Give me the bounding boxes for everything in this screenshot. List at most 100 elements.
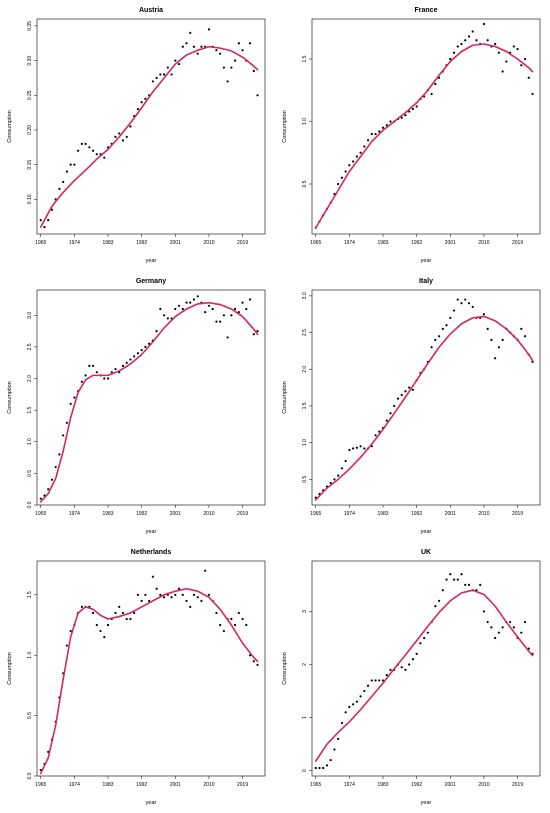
data-point	[366, 139, 370, 142]
data-point	[400, 116, 403, 119]
x-tick-label: 1992	[411, 511, 422, 517]
data-point	[340, 467, 344, 470]
x-tick-label: 2019	[512, 240, 523, 246]
plot-frame	[36, 560, 266, 777]
data-point	[133, 611, 136, 615]
data-point	[129, 358, 132, 361]
data-point	[411, 107, 415, 111]
data-point	[381, 679, 385, 682]
data-point	[370, 679, 373, 682]
data-point	[385, 674, 388, 677]
data-point	[252, 660, 255, 663]
data-point	[355, 446, 358, 449]
y-tick-label: 0.20	[27, 125, 33, 135]
data-point	[467, 35, 471, 38]
data-point	[159, 593, 162, 596]
data-point	[170, 73, 173, 76]
data-point	[359, 445, 362, 448]
data-point	[192, 45, 196, 48]
fitted-curve	[314, 43, 534, 229]
data-point	[91, 149, 95, 152]
data-point	[393, 404, 396, 408]
x-tick-label: 2010	[203, 511, 214, 517]
data-point	[159, 307, 162, 311]
y-tick-label: 3.0	[302, 292, 308, 299]
data-point	[204, 569, 207, 572]
data-point	[363, 447, 366, 450]
y-tick-label: 0	[302, 769, 308, 772]
data-point	[192, 298, 196, 301]
data-point	[366, 684, 370, 687]
y-axis-label: Consumption	[282, 110, 288, 142]
x-tick-label: 1992	[136, 240, 147, 246]
data-point	[155, 76, 158, 80]
data-point	[441, 589, 444, 592]
data-point	[50, 478, 54, 481]
data-point	[58, 453, 61, 456]
data-point	[411, 658, 415, 661]
chart-svg-germany: Germany year Consumption 1965 1974 1983 1992 20…	[7, 278, 266, 535]
data-point	[39, 497, 42, 500]
data-point	[471, 30, 474, 33]
data-point	[148, 599, 151, 602]
x-axis-label: year	[421, 800, 432, 806]
y-tick-label: 0.25	[27, 90, 33, 100]
data-point	[348, 705, 351, 709]
x-tick-label: 2001	[445, 240, 456, 246]
data-point	[189, 605, 192, 608]
data-point	[486, 620, 489, 624]
data-point	[378, 430, 381, 433]
data-point	[494, 636, 497, 640]
x-axis-label: year	[421, 258, 432, 264]
data-point	[230, 617, 233, 621]
data-point	[505, 60, 508, 63]
data-point	[512, 626, 515, 629]
x-tick-label: 1974	[69, 782, 80, 788]
data-point	[437, 335, 441, 338]
data-point	[200, 45, 203, 48]
data-point	[516, 47, 519, 51]
x-tick-label: 1974	[344, 782, 355, 788]
data-point	[226, 80, 229, 83]
data-point	[452, 309, 456, 312]
plot-frame	[311, 289, 541, 506]
data-point	[233, 59, 237, 62]
data-point	[162, 314, 166, 317]
data-point	[62, 180, 65, 184]
data-point	[226, 336, 229, 339]
plot-frame	[36, 289, 266, 506]
data-point	[140, 348, 143, 352]
data-point	[359, 151, 362, 154]
data-point	[114, 135, 117, 139]
data-point	[389, 120, 392, 123]
fitted-curve	[39, 301, 259, 503]
x-tick-label: 1965	[35, 782, 46, 788]
x-tick-label: 1992	[136, 511, 147, 517]
data-point	[344, 711, 347, 714]
data-point	[166, 317, 169, 320]
data-point	[333, 748, 336, 751]
data-point	[490, 626, 493, 629]
plot-frame	[311, 18, 541, 235]
data-point	[340, 176, 344, 179]
x-tick-label: 1983	[102, 240, 113, 246]
data-point	[482, 22, 486, 26]
data-point	[174, 307, 177, 311]
chart-title: UK	[421, 549, 431, 556]
fitted-curve	[39, 587, 259, 775]
x-tick-label: 2001	[170, 782, 181, 788]
data-point	[441, 327, 444, 330]
x-tick-label: 1974	[344, 511, 355, 517]
data-point	[449, 573, 452, 576]
data-point	[144, 593, 147, 596]
data-point	[337, 737, 340, 740]
data-point	[103, 377, 106, 380]
data-point	[129, 125, 132, 128]
data-point	[434, 82, 437, 86]
y-tick-label: 1.5	[27, 591, 33, 598]
data-point	[434, 605, 437, 608]
data-point	[95, 153, 98, 156]
data-point	[196, 52, 199, 55]
